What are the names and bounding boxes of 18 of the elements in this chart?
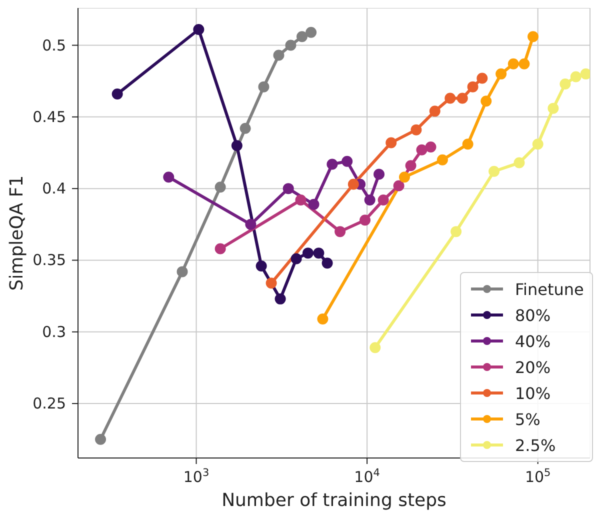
y-tick-label: 0.3 [42,322,66,341]
y-tick-label: 0.45 [32,108,66,126]
x-axis-title: Number of training steps [222,490,446,511]
y-tick-label: 0.35 [32,251,66,270]
y-tick-label: 0.25 [32,394,66,413]
legend-label: 40% [515,332,551,350]
x-tick-label: 10$^{5}$ [524,467,551,486]
legend-label: 10% [515,384,551,402]
legend-label: Finetune [515,280,584,298]
y-tick-label: 0.5 [42,36,66,54]
legend-label: 80% [515,306,551,324]
y-tick-label: 0.4 [42,180,66,198]
legend-label: 5% [515,410,540,428]
x-tick-label: 10$^{4}$ [354,467,380,486]
legend-label: 20% [515,358,551,376]
y-axis-title: SimpleQA F1 [6,175,28,291]
x-tick-label: 10$^{3}$ [183,467,210,486]
legend-label: 2.5% [515,436,556,454]
